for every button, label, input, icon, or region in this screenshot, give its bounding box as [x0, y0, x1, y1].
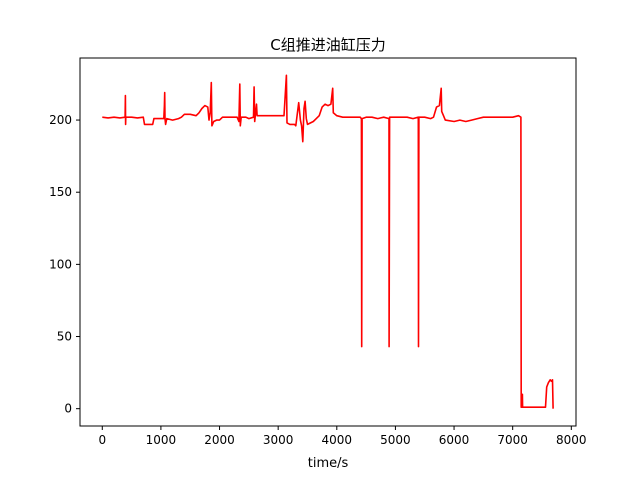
plot-frame	[79, 57, 577, 427]
x-tick-label: 5000	[380, 433, 411, 447]
x-axis-label: time/s	[308, 456, 349, 471]
x-tick-label: 6000	[439, 433, 470, 447]
x-tick-label: 1000	[146, 433, 177, 447]
y-axis: 0 50 100 150 200	[49, 113, 80, 416]
x-tick-label: 7000	[497, 433, 528, 447]
x-axis: 0 1000 2000 3000 4000 5000 6000 7000 8000	[98, 426, 587, 447]
y-tick-label: 0	[64, 402, 72, 416]
series-line	[102, 74, 554, 409]
plot-area	[80, 58, 576, 426]
y-tick-label: 200	[49, 113, 72, 127]
x-tick-label: 4000	[322, 433, 353, 447]
y-tick-label: 100	[49, 257, 72, 271]
y-tick-label: 150	[49, 185, 72, 199]
y-tick-label: 50	[57, 330, 72, 344]
chart-title: C组推进油缸压力	[270, 36, 385, 54]
x-tick-label: 0	[98, 433, 106, 447]
x-tick-label: 8000	[556, 433, 587, 447]
x-tick-label: 3000	[263, 433, 294, 447]
x-tick-label: 2000	[204, 433, 235, 447]
